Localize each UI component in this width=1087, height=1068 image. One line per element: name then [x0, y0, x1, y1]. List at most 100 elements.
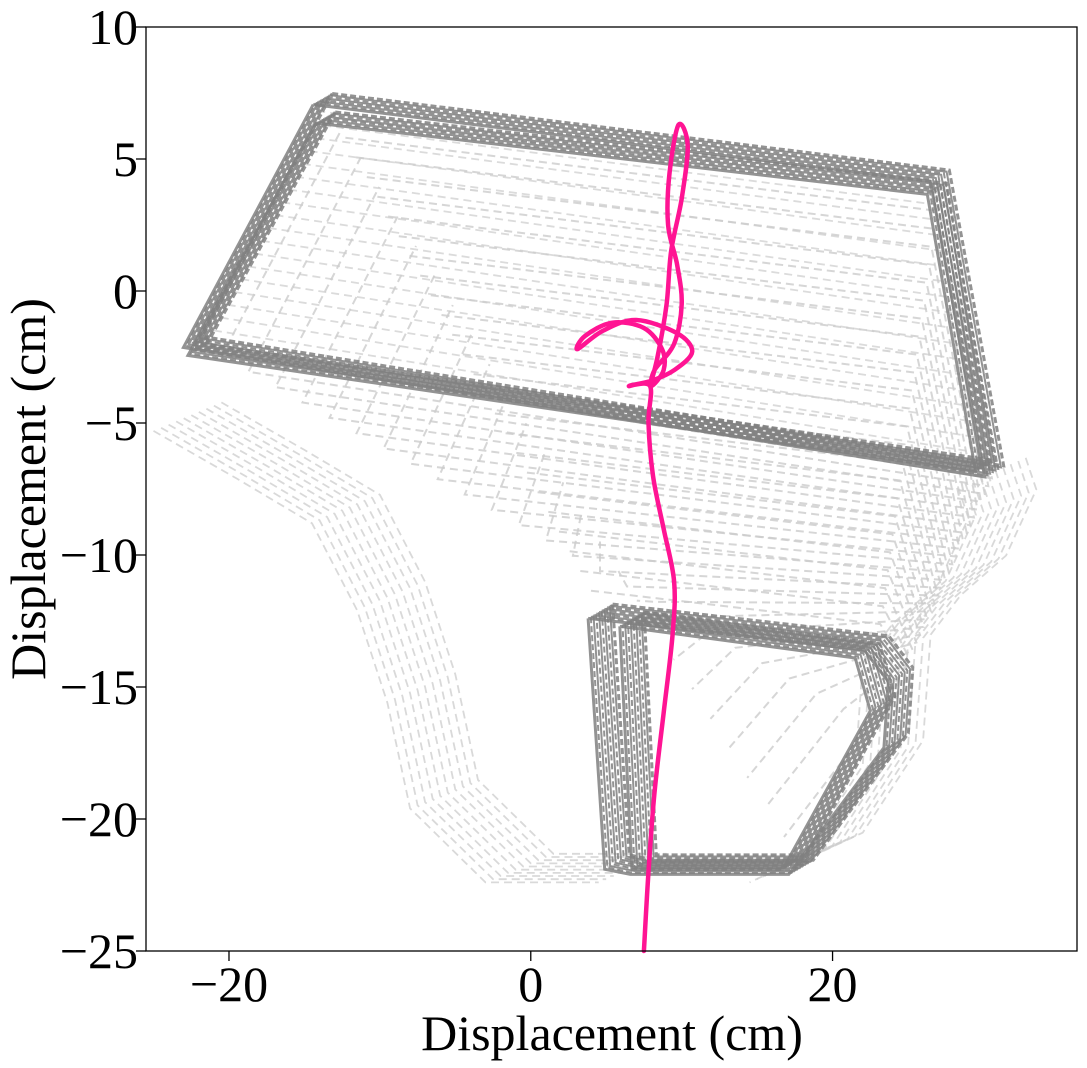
ghost-frame	[452, 333, 954, 566]
transition-ghost-left	[213, 404, 659, 858]
transition-ghost-right	[817, 457, 1038, 855]
ghost-fan-line	[276, 186, 962, 285]
upper-frame-inner	[191, 118, 983, 470]
ghost-fan-line	[296, 148, 953, 238]
ghost-frame	[537, 491, 925, 690]
ghost-frame	[580, 570, 911, 809]
lower-frame-outline	[598, 611, 901, 870]
ghost-frames	[153, 97, 1038, 884]
lower-frame-outline	[592, 614, 895, 873]
y-tick-label: 0	[113, 263, 138, 319]
ghost-fan-line	[248, 238, 973, 347]
upper-frame-outline	[184, 102, 989, 477]
upper-frame-outline	[192, 97, 997, 472]
lower-frame-inner	[642, 610, 897, 857]
x-axis-ticks: −20 0 20	[190, 951, 858, 1012]
ghost-frame	[430, 294, 961, 550]
ghost-fan-line	[235, 263, 979, 378]
ghost-fan-line	[200, 327, 993, 456]
y-tick-label: −10	[60, 527, 138, 583]
lower-frame-inner	[621, 623, 875, 869]
ghost-frame	[558, 530, 918, 749]
transition-ghost-right	[749, 486, 970, 884]
ghost-frame	[526, 471, 929, 661]
transition-ghost-right	[809, 460, 1030, 858]
transition-ghost-left	[160, 427, 607, 881]
transition-ghost-left	[153, 430, 599, 884]
lower-frame-inner	[626, 620, 880, 866]
transition-ghost-left	[183, 417, 629, 871]
plot-area-frame	[145, 26, 1078, 952]
transition-ghost-left	[175, 420, 622, 874]
upper-frame-inner	[204, 110, 997, 463]
transition-ghost-left	[168, 423, 614, 877]
ghost-frame	[484, 392, 943, 589]
ghost-fan-line	[282, 174, 959, 270]
upper-frame-inner	[199, 114, 991, 465]
upper-frame-outline	[195, 95, 1000, 471]
transition-ghost-left	[190, 414, 637, 868]
upper-frame-outline	[181, 103, 987, 479]
upper-frame-inner	[194, 117, 985, 468]
ghost-frame	[569, 550, 915, 779]
y-tick-label: 5	[113, 131, 138, 187]
x-tick-label: 0	[518, 956, 543, 1012]
transition-ghost-right	[756, 482, 977, 881]
y-tick-label: −15	[60, 659, 138, 715]
ghost-fan-line	[310, 122, 948, 207]
lower-frame-outline	[606, 606, 909, 865]
ghost-fan-line	[214, 301, 988, 425]
transition-ghost-right	[802, 463, 1023, 862]
lower-frame-outline	[600, 609, 904, 868]
lower-frame-inner	[618, 624, 872, 871]
transition-ghost-left	[220, 401, 667, 855]
ghost-fan-line	[221, 289, 985, 410]
y-tick-label: 10	[88, 0, 138, 55]
ghost-fan-line	[262, 212, 968, 316]
y-tick-label: −5	[85, 395, 138, 451]
lower-frame-outline	[589, 615, 893, 874]
upper-frame-outline	[187, 100, 992, 475]
lower-frame-outline	[611, 602, 915, 862]
upper-frame-inner	[202, 112, 994, 464]
lower-frame-inner	[635, 615, 888, 861]
ghost-frame	[273, 156, 986, 496]
lower-frame-outline	[603, 607, 906, 866]
trajectory-layer	[574, 121, 695, 954]
ghost-fan-line	[303, 135, 950, 223]
frame-outlines	[181, 92, 1006, 876]
x-tick-label: −20	[190, 956, 268, 1012]
ghost-fan-line	[207, 314, 990, 441]
ghost-fan-line	[289, 161, 956, 254]
upper-frame-inner	[197, 115, 988, 467]
y-axis-label: Displacement (cm)	[0, 298, 56, 680]
transition-ghost-left	[198, 411, 644, 865]
lower-frame-outline	[595, 612, 898, 871]
trajectory-line	[574, 121, 695, 954]
y-tick-label: −25	[60, 923, 138, 979]
transition-ghost-right	[786, 470, 1008, 868]
transition-ghost-right	[771, 476, 992, 874]
y-axis-ticks: 10 5 0 −5 −10 −15 −20 −25	[60, 0, 146, 979]
upper-frame-outline	[200, 92, 1006, 468]
ghost-fan-line	[255, 225, 970, 332]
upper-frame-inner	[185, 121, 978, 474]
lower-frame-inner	[632, 617, 885, 863]
transition-ghost-right	[779, 473, 1000, 871]
transition-ghost-right	[764, 479, 985, 877]
lower-frame-inner	[624, 622, 877, 867]
ghost-frame	[473, 373, 947, 582]
x-axis-label: Displacement (cm)	[421, 1005, 803, 1061]
ghost-fan-line	[241, 250, 976, 363]
x-tick-label: 20	[808, 956, 858, 1012]
transition-ghost-left	[205, 407, 652, 862]
transition-ghost-right	[794, 467, 1015, 865]
upper-frame-inner	[189, 120, 980, 472]
lower-frame-inner	[637, 614, 891, 860]
lower-frame-outline	[586, 616, 890, 876]
y-tick-label: −20	[60, 791, 138, 847]
upper-frame-outline	[190, 98, 995, 474]
lower-frame-inner	[629, 618, 883, 864]
